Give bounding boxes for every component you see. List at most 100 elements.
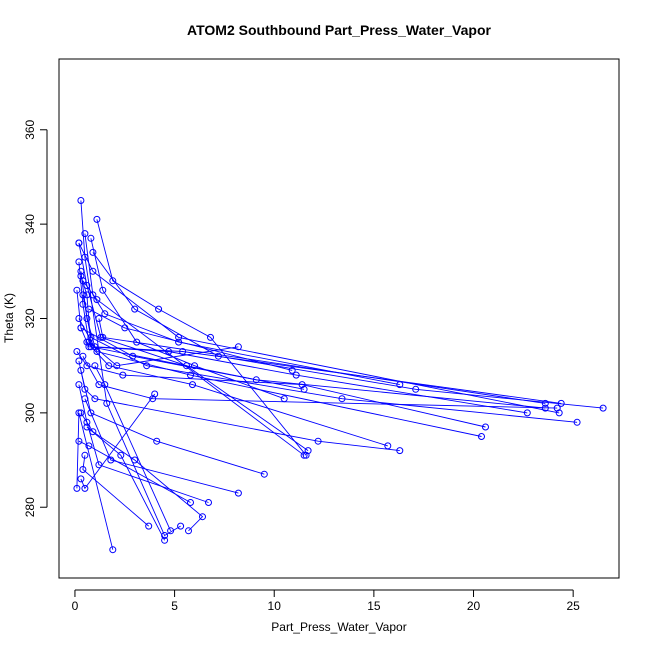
series-line (82, 294, 578, 423)
data-point (260, 470, 268, 478)
data-point (83, 315, 91, 322)
data-point (191, 362, 198, 370)
x-tick-label: 25 (566, 599, 580, 613)
y-tick-label: 360 (23, 119, 37, 139)
data-point (292, 371, 300, 379)
data-point (79, 352, 87, 360)
data-point (77, 197, 85, 204)
data-point (177, 522, 185, 530)
data-point (87, 333, 95, 341)
y-tick-label: 340 (23, 214, 37, 234)
series-line (82, 355, 558, 409)
series-line (80, 412, 204, 532)
series-line (86, 426, 166, 541)
data-point (541, 404, 549, 412)
data-point (214, 352, 222, 360)
data-point (541, 399, 549, 407)
data-point (179, 348, 187, 355)
series-line (76, 412, 114, 550)
data-point (83, 282, 91, 289)
data-point (103, 399, 111, 407)
chart-title: ATOM2 Southbound Part_Press_Water_Vapor (187, 22, 491, 38)
data-point (133, 338, 141, 346)
data-point (101, 381, 109, 389)
data-point (87, 409, 95, 417)
series-line (78, 242, 560, 414)
y-tick-label: 320 (23, 308, 37, 328)
data-point (298, 381, 306, 389)
data-point (73, 484, 81, 492)
series-line (76, 290, 546, 409)
data-point (175, 338, 183, 346)
data-point (75, 258, 83, 266)
data-point (151, 390, 159, 398)
data-point (75, 381, 83, 389)
series-line (82, 455, 149, 527)
data-point (77, 267, 85, 275)
data-point (89, 267, 97, 275)
data-point (87, 234, 95, 242)
data-point (187, 499, 194, 506)
data-point (77, 366, 85, 374)
data-point (523, 409, 531, 417)
data-point (79, 300, 87, 308)
series-line (80, 200, 181, 537)
data-point (155, 305, 163, 313)
data-point (73, 286, 81, 294)
data-point (304, 447, 312, 455)
data-point (99, 286, 107, 294)
data-point (555, 409, 563, 417)
data-point (87, 343, 95, 351)
data-point (75, 409, 83, 417)
data-point (153, 437, 161, 445)
series-line (94, 365, 172, 531)
series-line (84, 398, 239, 494)
data-point (280, 395, 288, 403)
data-point (79, 466, 87, 473)
data-point (199, 513, 206, 521)
series-line (82, 280, 305, 456)
data-point (83, 418, 91, 426)
data-point (131, 305, 139, 313)
data-point (175, 333, 183, 341)
data-point (129, 352, 137, 360)
plot-area (73, 197, 607, 554)
data-point (83, 338, 91, 346)
x-tick-label: 20 (467, 599, 481, 613)
data-point (573, 418, 581, 426)
series-line (92, 252, 604, 409)
data-point (77, 475, 85, 483)
data-point (109, 277, 117, 285)
data-point (384, 442, 392, 450)
data-point (99, 333, 107, 341)
data-point (81, 395, 89, 403)
series-line (76, 351, 486, 428)
data-point (396, 447, 404, 455)
data-point (75, 357, 83, 365)
data-point (302, 451, 310, 459)
data-point (83, 291, 91, 299)
data-point (113, 362, 121, 370)
data-point (85, 338, 93, 346)
data-point (149, 395, 157, 403)
series-line (84, 233, 400, 386)
data-point (121, 324, 129, 332)
data-point (83, 423, 91, 431)
data-point (93, 348, 101, 355)
data-point (81, 253, 89, 261)
x-tick-label: 0 (72, 599, 79, 613)
data-point (95, 461, 103, 469)
data-point (119, 371, 127, 379)
data-point (167, 527, 175, 535)
x-axis-label: Part_Press_Water_Vapor (271, 620, 406, 634)
data-point (338, 395, 346, 403)
data-point (396, 381, 404, 389)
data-point (95, 315, 103, 322)
data-point (81, 484, 89, 492)
series-line (78, 318, 482, 437)
series-line (78, 261, 239, 367)
series-line (96, 219, 307, 456)
data-point (131, 456, 139, 464)
x-tick-label: 15 (367, 599, 381, 613)
